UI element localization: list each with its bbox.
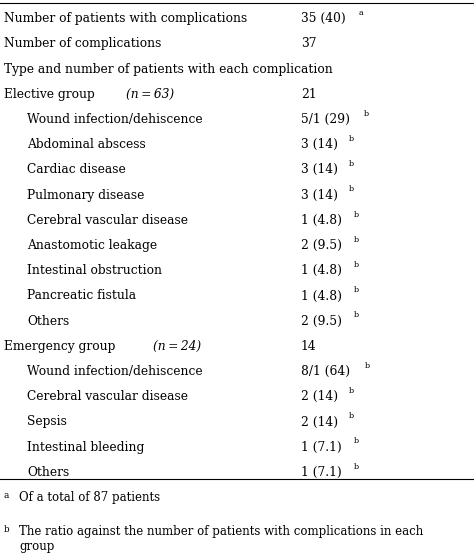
Text: Wound infection/dehiscence: Wound infection/dehiscence: [27, 113, 203, 126]
Text: Cardiac disease: Cardiac disease: [27, 163, 126, 176]
Text: b: b: [354, 311, 359, 319]
Text: (n = 24): (n = 24): [153, 340, 201, 353]
Text: 8/1 (64): 8/1 (64): [301, 365, 350, 378]
Text: b: b: [354, 236, 359, 244]
Text: Pancreatic fistula: Pancreatic fistula: [27, 289, 137, 302]
Text: 2 (9.5): 2 (9.5): [301, 315, 342, 327]
Text: Intestinal bleeding: Intestinal bleeding: [27, 441, 145, 454]
Text: Sepsis: Sepsis: [27, 416, 67, 428]
Text: Emergency group: Emergency group: [4, 340, 119, 353]
Text: Number of complications: Number of complications: [4, 37, 161, 50]
Text: b: b: [354, 438, 359, 445]
Text: a: a: [4, 491, 9, 500]
Text: b: b: [349, 387, 354, 395]
Text: Abdominal abscess: Abdominal abscess: [27, 138, 146, 151]
Text: 37: 37: [301, 37, 317, 50]
Text: 5/1 (29): 5/1 (29): [301, 113, 350, 126]
Text: Anastomotic leakage: Anastomotic leakage: [27, 239, 158, 252]
Text: b: b: [354, 463, 359, 470]
Text: 1 (7.1): 1 (7.1): [301, 441, 342, 454]
Text: b: b: [354, 286, 359, 294]
Text: b: b: [349, 135, 354, 143]
Text: Pulmonary disease: Pulmonary disease: [27, 188, 145, 202]
Text: b: b: [354, 211, 359, 218]
Text: b: b: [349, 412, 354, 420]
Text: Number of patients with complications: Number of patients with complications: [4, 12, 247, 25]
Text: 35 (40): 35 (40): [301, 12, 346, 25]
Text: Of a total of 87 patients: Of a total of 87 patients: [19, 491, 160, 504]
Text: 2 (9.5): 2 (9.5): [301, 239, 342, 252]
Text: b: b: [365, 362, 370, 370]
Text: 3 (14): 3 (14): [301, 138, 338, 151]
Text: Others: Others: [27, 315, 70, 327]
Text: 1 (4.8): 1 (4.8): [301, 289, 342, 302]
Text: Wound infection/dehiscence: Wound infection/dehiscence: [27, 365, 203, 378]
Text: Elective group: Elective group: [4, 88, 99, 101]
Text: 1 (4.8): 1 (4.8): [301, 214, 342, 227]
Text: Cerebral vascular disease: Cerebral vascular disease: [27, 214, 189, 227]
Text: a: a: [359, 9, 364, 17]
Text: 2 (14): 2 (14): [301, 390, 338, 403]
Text: b: b: [4, 525, 9, 534]
Text: 3 (14): 3 (14): [301, 188, 338, 202]
Text: 21: 21: [301, 88, 317, 101]
Text: 1 (7.1): 1 (7.1): [301, 466, 342, 479]
Text: 14: 14: [301, 340, 317, 353]
Text: Intestinal obstruction: Intestinal obstruction: [27, 264, 163, 277]
Text: (n = 63): (n = 63): [126, 88, 174, 101]
Text: Others: Others: [27, 466, 70, 479]
Text: b: b: [349, 185, 354, 193]
Text: 3 (14): 3 (14): [301, 163, 338, 176]
Text: 1 (4.8): 1 (4.8): [301, 264, 342, 277]
Text: b: b: [354, 261, 359, 269]
Text: 2 (14): 2 (14): [301, 416, 338, 428]
Text: Type and number of patients with each complication: Type and number of patients with each co…: [4, 63, 333, 75]
Text: Cerebral vascular disease: Cerebral vascular disease: [27, 390, 189, 403]
Text: The ratio against the number of patients with complications in each
group: The ratio against the number of patients…: [19, 525, 423, 553]
Text: b: b: [364, 110, 369, 117]
Text: b: b: [349, 160, 354, 168]
